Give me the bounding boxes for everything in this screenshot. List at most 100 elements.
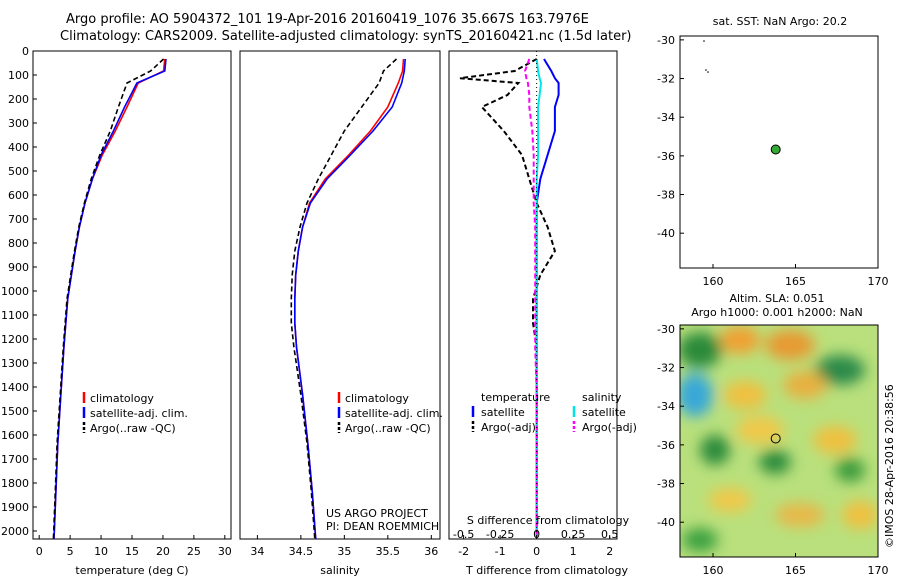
salinity-xlabel: salinity: [320, 564, 360, 577]
depth-tick-label: 500: [8, 165, 29, 178]
map-y-tick-label: -34: [657, 400, 675, 413]
map-y-tick-label: -36: [657, 439, 675, 452]
sla-map-panel: [679, 324, 879, 558]
salinity-panel: [239, 50, 441, 540]
legend-s-satellite: satellite: [582, 406, 626, 419]
map-y-tick-label: -40: [657, 227, 675, 240]
legend-argo: Argo(..raw -QC): [90, 422, 176, 435]
legend-climatology-2: climatology: [345, 392, 409, 405]
depth-tick-label: 200: [8, 93, 29, 106]
map-speck: [703, 40, 705, 42]
legend-t-satellite: satellite: [481, 406, 525, 419]
depth-tick-label: 1700: [1, 453, 29, 466]
depth-tick-label: 800: [8, 237, 29, 250]
credit-line-2: PI: DEAN ROEMMICH: [326, 520, 439, 533]
depth-tick-label: 700: [8, 213, 29, 226]
depth-tick-label: 1200: [1, 333, 29, 346]
sla-map-title-1: Altim. SLA: 0.051: [729, 292, 824, 305]
x-top-tick-label: 0.5: [601, 528, 619, 541]
depth-tick-label: 900: [8, 261, 29, 274]
depth-tick-label: 1100: [1, 309, 29, 322]
legend-salinity-head: salinity: [582, 391, 622, 404]
difference-profiles: [459, 51, 560, 539]
x-tick-label: 35.5: [376, 545, 401, 558]
legend-temperature-head: temperature: [481, 391, 550, 404]
temperature-xlabel: temperature (deg C): [75, 564, 188, 577]
x-top-tick-label: -0.5: [453, 528, 474, 541]
map-y-tick-label: -36: [657, 150, 675, 163]
title-line-1: Argo profile: AO 5904372_101 19-Apr-2016…: [66, 12, 589, 27]
diff-xlabel: T difference from climatology: [465, 564, 628, 577]
series-line: [52, 58, 165, 539]
temperature-profiles: [52, 58, 167, 539]
watermark: ©IMOS 28-Apr-2016 20:38:56: [883, 384, 896, 548]
depth-tick-label: 1800: [1, 477, 29, 490]
x-tick-label: 25: [187, 545, 201, 558]
title-line-2: Climatology: CARS2009. Satellite-adjuste…: [60, 29, 632, 44]
map-x-tick-label: 160: [703, 275, 724, 288]
depth-tick-label: 1400: [1, 381, 29, 394]
x-tick-label: 1: [570, 545, 577, 558]
temperature-legend: climatology satellite-adj. clim. Argo(..…: [82, 392, 188, 435]
x-tick-label: -1: [495, 545, 506, 558]
temperature-panel: [32, 50, 232, 540]
difference-legend: temperature salinity satellite satellite…: [471, 391, 637, 434]
depth-tick-label: 1300: [1, 357, 29, 370]
map-y-tick-label: -34: [657, 111, 675, 124]
map-y-tick-label: -30: [657, 34, 675, 47]
x-tick-label: 20: [156, 545, 170, 558]
x-tick-label: 35: [337, 545, 351, 558]
float-marker: [770, 144, 781, 155]
float-markers: [770, 144, 781, 444]
x-tick-label: 15: [125, 545, 139, 558]
x-tick-label: 34: [250, 545, 264, 558]
depth-tick-label: 100: [8, 69, 29, 82]
depth-tick-label: 1900: [1, 501, 29, 514]
map-y-tick-label: -38: [657, 189, 675, 202]
legend-satellite-2: satellite-adj. clim.: [345, 407, 443, 420]
salinity-profiles: [290, 58, 406, 539]
legend-argo-2: Argo(..raw -QC): [345, 422, 431, 435]
legend-s-argo: Argo(-adj): [582, 421, 637, 434]
x-tick-label: -2: [458, 545, 469, 558]
legend-t-argo: Argo(-adj): [481, 421, 536, 434]
map-y-tick-label: -32: [657, 73, 675, 86]
map-speck: [705, 69, 707, 71]
credit-line-1: US ARGO PROJECT: [326, 507, 428, 520]
depth-tick-label: 1000: [1, 285, 29, 298]
x-tick-label: 0: [36, 545, 43, 558]
map-axes: 160 165 170 -30 -32 -34 -36 -38 -40 160 165 170 -30 -…: [657, 34, 888, 577]
sla-heatmap: [680, 325, 878, 557]
sla-map-title-2: Argo h1000: 0.001 h2000: NaN: [691, 306, 863, 319]
map-y-tick-label: -38: [657, 478, 675, 491]
diff-xlabel-top: S difference from climatology: [467, 514, 630, 527]
x-top-tick-label: 0.25: [561, 528, 586, 541]
depth-tick-label: 600: [8, 189, 29, 202]
x-tick-label: 34.5: [289, 545, 314, 558]
x-tick-label: 0: [533, 545, 540, 558]
depth-tick-label: 1500: [1, 405, 29, 418]
map-x-tick-label: 170: [868, 275, 889, 288]
difference-panel: [448, 50, 618, 540]
map-speck: [707, 71, 709, 73]
depth-tick-label: 1600: [1, 429, 29, 442]
x-axes: 0 5 10 15 20 25 30 34 34.5 35 35.5 36 -2 -1 0 1 2 -0.5 -0.…: [36, 528, 619, 558]
map-x-tick-label: 160: [703, 564, 724, 577]
series-line: [290, 58, 398, 539]
depth-axis: 0 100 200 300 400 500 600 700 800 900 1000 1100 1200…: [1, 45, 37, 538]
x-tick-label: 30: [218, 545, 232, 558]
legend-climatology: climatology: [90, 392, 154, 405]
map-y-tick-label: -40: [657, 516, 675, 529]
legend-satellite: satellite-adj. clim.: [90, 407, 188, 420]
depth-tick-label: 400: [8, 141, 29, 154]
float-marker: [770, 433, 781, 444]
x-tick-label: 10: [94, 545, 108, 558]
x-tick-label: 5: [67, 545, 74, 558]
x-top-tick-label: 0: [533, 528, 540, 541]
x-tick-label: 2: [606, 545, 613, 558]
map-y-tick-label: -30: [657, 323, 675, 336]
map-x-tick-label: 170: [868, 564, 889, 577]
depth-tick-label: 0: [22, 45, 29, 58]
depth-tick-label: 2000: [1, 525, 29, 538]
